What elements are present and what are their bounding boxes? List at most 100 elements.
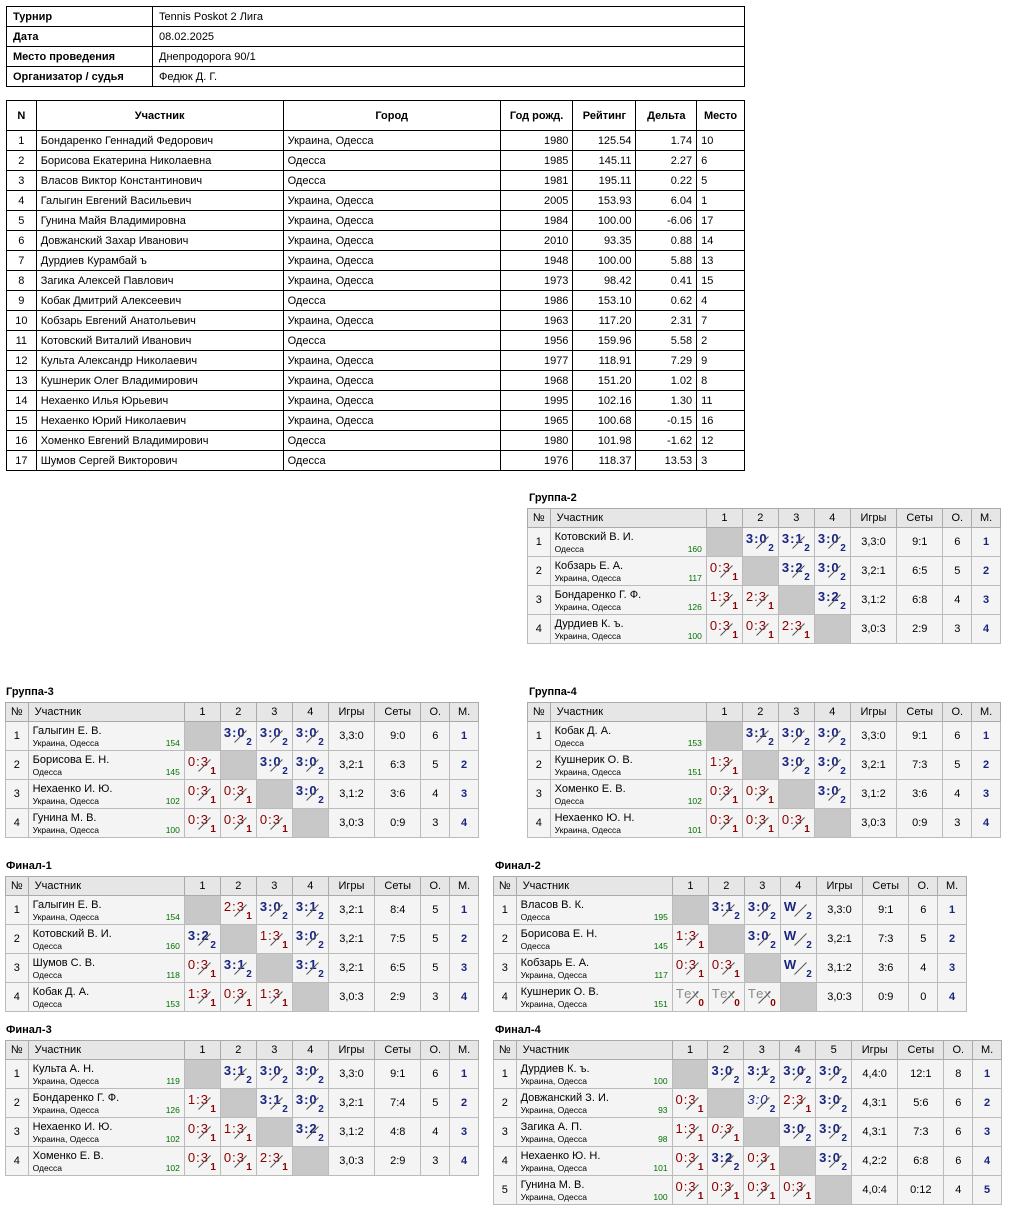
col-participant-header: Участник	[27, 702, 185, 722]
participant-cell: 11	[6, 330, 37, 351]
match-result: 3:0 2	[293, 780, 328, 808]
match-result: 3:1 2	[779, 528, 814, 556]
player-games: 4,3:1	[851, 1117, 899, 1147]
col-opponent-header: 2	[219, 702, 257, 722]
player-games: 3,0:3	[327, 982, 376, 1012]
match-result: 3:0 2	[779, 751, 814, 779]
col-place-header: М.	[937, 876, 967, 896]
match-result-cell: 0:3 1	[743, 1175, 781, 1205]
player-sets: 9:1	[862, 895, 910, 925]
player-city: Одесса	[554, 795, 584, 806]
match-result: 2:3 1	[257, 1147, 292, 1175]
match-points: 2	[805, 1133, 812, 1144]
match-points: 2	[840, 572, 846, 583]
match-result: 0:3 1	[779, 809, 814, 837]
participant-cell: 7.29	[635, 350, 698, 371]
match-points: 1	[698, 969, 704, 980]
player-name: Гунина М. В.	[520, 1178, 585, 1191]
match-points: 1	[805, 1191, 812, 1202]
match-result-cell: 3:1 2	[743, 1059, 781, 1089]
match-result: 2:3 1	[743, 586, 778, 614]
match-result: 0:3 1	[708, 1176, 743, 1204]
participant-row: 15 Нехаенко Юрий Николаевич Украина, Одесс…	[6, 410, 745, 431]
player-city: Украина, Одесса	[520, 1104, 587, 1115]
participant-row: 17 Шумов Сергей Викторович Одесса 1976 118.3…	[6, 450, 745, 471]
player-name: Галыгин Е. В.	[32, 724, 102, 737]
participant-cell: Украина, Одесса	[282, 190, 501, 211]
match-result-cell: 0:3 1	[707, 953, 745, 983]
match-result-cell: 2:3 1	[741, 585, 779, 615]
match-result: 3:1 2	[743, 722, 778, 750]
participant-cell: Украина, Одесса	[282, 350, 501, 371]
participant-cell: 13.53	[635, 450, 698, 471]
participant-row: 9 Кобак Дмитрий Алексеевич Одесса 1986 153.1…	[6, 290, 745, 311]
match-result-cell: 0:3 1	[219, 779, 257, 809]
player-number: 5	[493, 1175, 517, 1205]
match-result-cell: 3:2 2	[777, 556, 815, 586]
match-result: 3:1 2	[709, 896, 744, 924]
group-player-row: 2 Борисова Е. Н. Одесса 145 1:3 1 3:0 2 W 2 3,2:1 7…	[493, 924, 967, 954]
match-result-cell: 0:3 1	[705, 808, 743, 838]
player-city: Одесса	[32, 766, 62, 777]
player-games: 3,0:3	[327, 1146, 376, 1176]
col-number-header: №	[527, 702, 551, 722]
match-points: 1	[210, 1162, 216, 1173]
player-city: Украина, Одесса	[32, 824, 100, 835]
player-place: 3	[972, 1117, 1002, 1147]
participant-cell: 151.20	[572, 370, 637, 391]
player-points: 6	[943, 1117, 974, 1147]
participant-cell: Кушнерик Олег Владимирович	[35, 370, 284, 391]
participant-cell: Кобзарь Евгений Анатольевич	[35, 310, 284, 331]
group-player-row: 1 Культа А. Н. Украина, Одесса 119 3:1 2 3:0 2 3…	[5, 1059, 479, 1089]
participant-cell: 93.35	[572, 230, 637, 251]
player-place: 2	[449, 924, 479, 954]
match-result-cell: 2:3 1	[779, 1088, 817, 1118]
match-result: 0:3 1	[707, 809, 742, 837]
player-rating: 100	[687, 631, 702, 641]
col-games-header: Игры	[849, 702, 898, 722]
player-points: 5	[942, 750, 973, 780]
match-result: 3:0 2	[815, 528, 850, 556]
player-cell: Гунина М. В. Украина, Одесса 100	[515, 1175, 673, 1205]
match-points: 2	[318, 1075, 324, 1086]
player-rating: 151	[653, 999, 668, 1009]
match-result-cell: 0:3 1	[219, 808, 257, 838]
player-place: 3	[937, 953, 967, 983]
player-number: 2	[5, 1088, 29, 1118]
match-result: Тех 0	[709, 983, 744, 1011]
participant-cell: 159.96	[572, 330, 637, 351]
player-points: 6	[420, 721, 451, 751]
match-result: 3:0 2	[816, 1060, 851, 1088]
player-place: 4	[971, 808, 1001, 838]
group-player-row: 1 Дурдиев К. ъ. Украина, Одесса 100 3:0 2 3:1 2…	[493, 1059, 1002, 1089]
player-games: 3,1:2	[327, 1117, 376, 1147]
group-player-row: 2 Бондаренко Г. Ф. Украина, Одесса 126 1:3 1 3…	[5, 1088, 479, 1118]
info-row: Турнир Tennis Poskot 2 Лига	[6, 6, 745, 27]
player-place: 1	[971, 721, 1001, 751]
col-opponent-header: 4	[813, 702, 851, 722]
participant-cell: 16	[6, 430, 37, 451]
player-place: 1	[449, 721, 479, 751]
participant-row: 12 Культа Александр Николаевич Украина, Од…	[6, 350, 745, 371]
player-city: Одесса	[554, 737, 584, 748]
player-cell: Гунина М. В. Украина, Одесса 100	[27, 808, 185, 838]
match-result-cell: 0:3 1	[183, 779, 221, 809]
match-points: 2	[733, 1162, 740, 1173]
player-name: Кобак Д. А.	[32, 985, 90, 998]
player-games: 3,2:1	[327, 1088, 376, 1118]
match-result-cell: 0:3 1	[707, 1117, 745, 1147]
player-number: 4	[493, 1146, 517, 1176]
group-player-row: 3 Кобзарь Е. А. Украина, Одесса 117 0:3 1 0:3 1…	[493, 953, 967, 983]
participant-cell: 1968	[499, 370, 574, 391]
col-opponent-header: 4	[291, 1040, 329, 1060]
info-value: Днепродорога 90/1	[152, 46, 745, 67]
participant-cell: Одесса	[282, 430, 501, 451]
participant-cell: Довжанский Захар Иванович	[35, 230, 284, 251]
player-sets: 2:9	[374, 1146, 422, 1176]
group-2-title: Группа-2	[529, 492, 577, 504]
match-result: 3:0 2	[779, 722, 814, 750]
col-place-header: М.	[971, 508, 1001, 528]
participant-cell: Нехаенко Илья Юрьевич	[35, 390, 284, 411]
